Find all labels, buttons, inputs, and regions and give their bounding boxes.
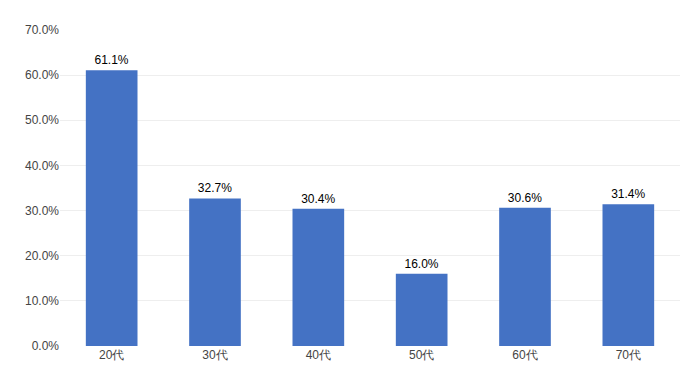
- svg-text:30代: 30代: [202, 348, 227, 362]
- svg-text:20代: 20代: [99, 348, 124, 362]
- svg-text:30.4%: 30.4%: [301, 192, 335, 206]
- svg-text:70代: 70代: [616, 348, 641, 362]
- svg-text:61.1%: 61.1%: [94, 53, 128, 67]
- svg-text:20.0%: 20.0%: [25, 249, 59, 263]
- svg-text:10.0%: 10.0%: [25, 294, 59, 308]
- svg-text:30.6%: 30.6%: [508, 191, 542, 205]
- svg-text:40代: 40代: [306, 348, 331, 362]
- svg-text:50代: 50代: [409, 348, 434, 362]
- svg-text:31.4%: 31.4%: [611, 187, 645, 201]
- svg-text:50.0%: 50.0%: [25, 113, 59, 127]
- svg-text:32.7%: 32.7%: [198, 181, 232, 195]
- svg-text:30.0%: 30.0%: [25, 204, 59, 218]
- svg-text:0.0%: 0.0%: [32, 339, 60, 353]
- svg-text:40.0%: 40.0%: [25, 159, 59, 173]
- svg-text:60代: 60代: [512, 348, 537, 362]
- svg-text:16.0%: 16.0%: [404, 257, 438, 271]
- svg-text:60.0%: 60.0%: [25, 68, 59, 82]
- svg-text:70.0%: 70.0%: [25, 23, 59, 37]
